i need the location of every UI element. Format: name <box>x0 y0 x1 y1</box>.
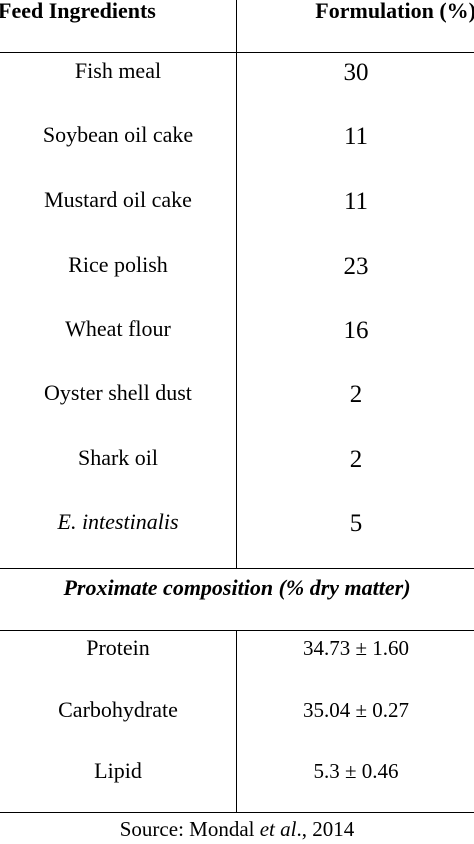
source-citation: Source: Mondal et al., 2014 <box>0 814 474 844</box>
proximate-value: 5.3 ± 0.46 <box>313 758 399 783</box>
ingredient-name: Wheat flour <box>65 316 171 341</box>
ingredient-value: 5 <box>349 510 363 537</box>
proximate-name: Lipid <box>94 758 142 783</box>
ingredient-name: Rice polish <box>68 252 168 277</box>
row-rule <box>0 568 474 569</box>
column-divider <box>236 630 237 812</box>
header-formulation: Formulation (%) <box>315 0 474 23</box>
ingredient-value: 2 <box>349 381 363 408</box>
row-rule <box>0 812 474 813</box>
ingredient-value: 30 <box>343 59 369 86</box>
ingredient-value: 11 <box>343 188 369 215</box>
ingredient-name: Oyster shell dust <box>44 380 192 405</box>
proximate-value: 34.73 ± 1.60 <box>302 635 410 660</box>
ingredient-value: 11 <box>343 123 369 150</box>
ingredient-value: 23 <box>343 253 369 280</box>
ingredient-name: Mustard oil cake <box>44 187 192 212</box>
proximate-value: 35.04 ± 0.27 <box>302 697 410 722</box>
source-suffix: ., 2014 <box>296 816 355 841</box>
ingredient-value: 2 <box>349 446 363 473</box>
header-feed-ingredients: Feed Ingredients <box>0 0 156 23</box>
ingredient-name: E. intestinalis <box>57 509 179 534</box>
proximate-name: Carbohydrate <box>58 697 178 722</box>
row-rule <box>0 630 474 631</box>
column-divider <box>236 0 237 568</box>
ingredient-name: Fish meal <box>74 58 162 83</box>
ingredient-name: Soybean oil cake <box>42 122 194 147</box>
row-rule <box>0 52 474 53</box>
proximate-heading: Proximate composition (% dry matter) <box>63 575 411 600</box>
source-prefix: Source: Mondal <box>119 816 260 841</box>
ingredient-name: Shark oil <box>77 445 159 470</box>
ingredient-value: 16 <box>343 317 369 344</box>
proximate-name: Protein <box>86 635 150 660</box>
source-etal: et al <box>259 816 297 841</box>
